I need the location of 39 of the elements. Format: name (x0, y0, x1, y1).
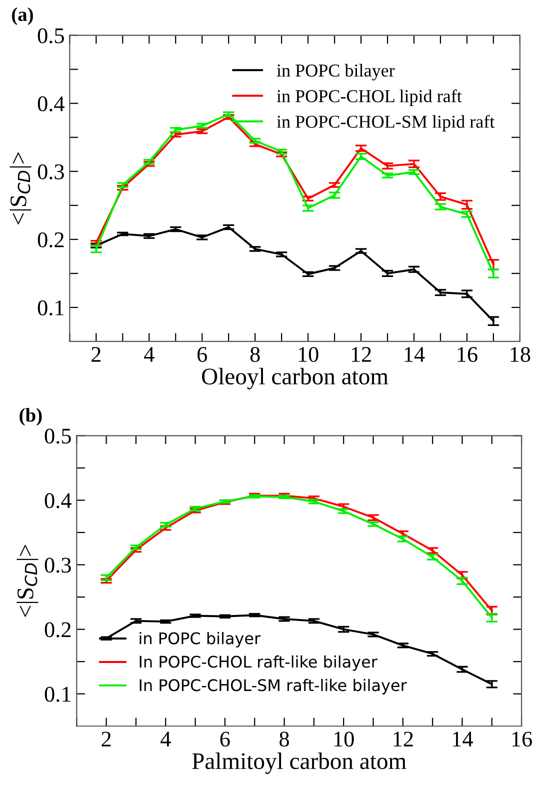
x-tick-label: 4 (160, 732, 171, 746)
y-tick-label: 0.3 (38, 164, 64, 180)
x-tick-label: 16 (512, 732, 532, 747)
x-tick-label: 6 (220, 732, 230, 747)
x-axis-title: Palmitoyl carbon atom (192, 752, 406, 774)
x-tick-label: 12 (394, 732, 413, 746)
y-tick-label: 0.4 (44, 493, 72, 508)
x-tick-label: 12 (352, 347, 371, 362)
legend-label: In POPC-CHOL-SM raft-like bilayer (140, 678, 407, 694)
legend-label: In POPC-CHOL raft-like bilayer (140, 655, 378, 671)
y-tick-label: 0.1 (38, 300, 64, 316)
y-tick-label: 0.5 (38, 28, 64, 44)
x-tick-label: 2 (102, 732, 111, 746)
legend-label: in POPC-CHOL-SM lipid raft (276, 114, 495, 132)
x-tick-label: 4 (144, 347, 154, 362)
legend-label: in POPC bilayer (276, 64, 395, 80)
x-tick-label: 10 (298, 346, 318, 362)
series-label: in POPC bilayer (140, 632, 261, 648)
x-tick-label: 14 (404, 347, 425, 362)
y-tick-label: 0.3 (44, 558, 71, 573)
y-tick-label: 0.2 (38, 232, 64, 248)
x-tick-label: 6 (198, 347, 207, 362)
x-axis-title: Oleoyl carbon atom (202, 368, 388, 390)
x-tick-label: 18 (510, 346, 530, 362)
x-tick-label: 8 (280, 732, 289, 747)
x-tick-label: 8 (250, 346, 260, 362)
chart-title: (a) (12, 7, 33, 26)
x-tick-label: 2 (92, 347, 100, 362)
x-tick-label: 10 (334, 732, 354, 747)
y-tick-label: 0.4 (38, 96, 64, 112)
y-axis-title: <|S$_{CD}$|> (16, 544, 38, 617)
y-tick-label: 0.2 (44, 622, 71, 638)
x-tick-label: 14 (453, 732, 473, 746)
y-tick-label: 0.1 (44, 686, 70, 702)
chart-title: (b) (20, 408, 42, 426)
x-tick-label: 16 (458, 347, 478, 362)
y-axis-title: <|S$_{CD}$|> (10, 152, 32, 224)
y-tick-label: 0.5 (44, 428, 71, 444)
legend-label: in POPC-CHOL lipid raft (276, 89, 462, 106)
